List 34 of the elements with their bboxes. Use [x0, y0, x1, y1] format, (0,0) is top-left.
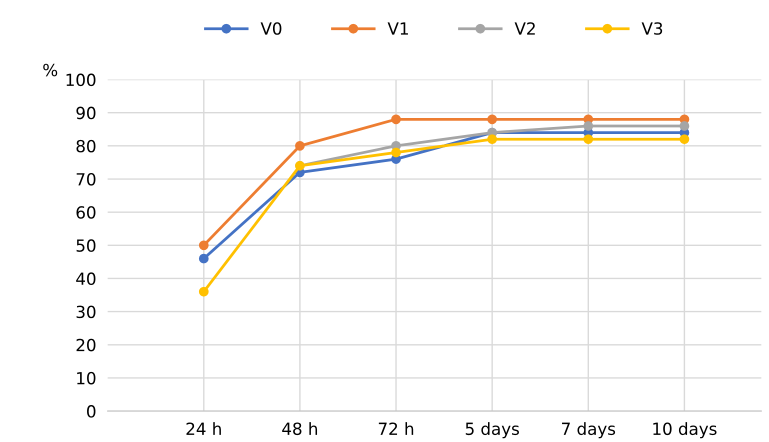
y-tick-label: 80 — [76, 140, 96, 152]
point — [391, 148, 401, 158]
point — [583, 134, 594, 144]
point — [198, 286, 209, 297]
y-tick-label: 10 — [77, 372, 96, 384]
point — [391, 114, 401, 124]
y-tick-label: 40 — [76, 272, 96, 286]
x-tick-label: 48 h — [282, 422, 318, 436]
point — [487, 114, 498, 124]
y-tick-label: 50 — [76, 239, 96, 252]
y-axis-title: % — [43, 64, 58, 76]
legend-label: V1 — [388, 22, 408, 35]
legend-label: V0 — [260, 22, 282, 35]
x-tick-label: 72 h — [378, 422, 414, 435]
x-tick-label: 7 days — [562, 422, 616, 438]
x-tick-label: 24 h — [186, 422, 221, 435]
y-tick-label: 90 — [76, 106, 96, 120]
y-tick-label: 20 — [76, 338, 96, 352]
x-tick-label: 10 days — [653, 422, 717, 438]
y-tick-label: 60 — [76, 206, 96, 219]
y-tick-label: 0 — [87, 405, 96, 418]
point — [198, 240, 209, 250]
y-tick-label: 100 — [66, 74, 96, 86]
point — [198, 254, 209, 264]
legend-label: V2 — [514, 22, 535, 35]
point — [295, 141, 305, 151]
point — [583, 121, 594, 131]
point — [680, 121, 690, 131]
x-tick-label: 5 days — [466, 422, 519, 438]
point — [680, 134, 690, 144]
legend-label: V3 — [642, 22, 662, 35]
y-tick-label: 70 — [76, 172, 96, 186]
point — [487, 134, 498, 144]
y-tick-label: 30 — [76, 306, 96, 318]
